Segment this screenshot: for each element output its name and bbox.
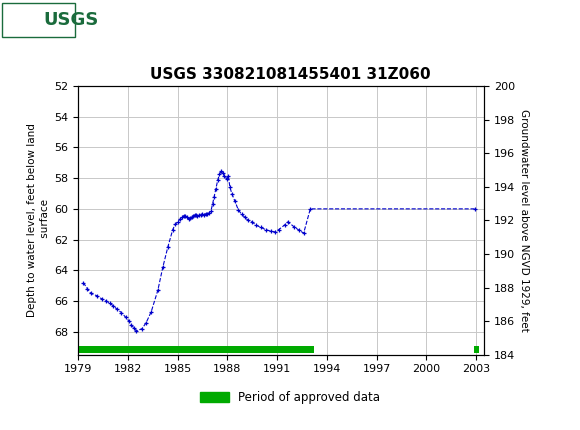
Legend: Period of approved data: Period of approved data xyxy=(195,387,385,409)
Bar xyxy=(78,346,314,353)
Text: USGS 330821081455401 31Z060: USGS 330821081455401 31Z060 xyxy=(150,67,430,82)
Y-axis label: Depth to water level, feet below land
 surface: Depth to water level, feet below land su… xyxy=(27,123,50,317)
Text: USGS: USGS xyxy=(44,11,99,29)
Y-axis label: Groundwater level above NGVD 1929, feet: Groundwater level above NGVD 1929, feet xyxy=(520,109,530,332)
Bar xyxy=(474,346,479,353)
FancyBboxPatch shape xyxy=(3,3,72,37)
